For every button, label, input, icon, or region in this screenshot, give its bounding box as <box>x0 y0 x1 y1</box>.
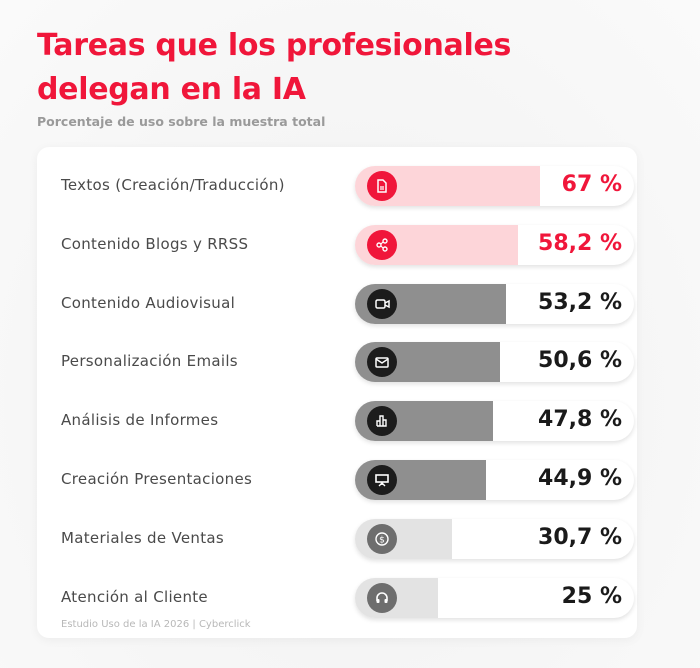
dollar-coin-icon: $ <box>367 523 397 554</box>
title-line-1: Tareas que los profesionales <box>37 28 512 63</box>
title-line-2: delegan en la IA <box>37 72 306 107</box>
presentation-icon <box>367 465 397 495</box>
bar-row: Materiales de Ventas $ 30,7 % <box>37 518 637 559</box>
value-label: 47,8 % <box>538 407 622 433</box>
bar-row: Personalización Emails 50,6 % <box>37 342 637 383</box>
bar-track: $ 30,7 % <box>355 518 634 559</box>
svg-text:$: $ <box>379 535 385 545</box>
bar-row: Atención al Cliente 25 % <box>37 577 637 618</box>
bar-row: Contenido Audiovisual 53,2 % <box>37 283 637 324</box>
headset-icon <box>367 582 397 613</box>
category-label: Contenido Blogs y RRSS <box>61 234 249 253</box>
bar-row: Contenido Blogs y RRSS 58,2 % <box>37 224 637 265</box>
category-label: Textos (Creación/Traducción) <box>61 176 285 194</box>
share-icon <box>367 229 397 260</box>
value-label: 25 % <box>561 583 622 609</box>
bar-chart-icon <box>367 406 397 437</box>
envelope-icon <box>367 347 397 378</box>
category-label: Creación Presentaciones <box>61 470 253 488</box>
bar-track: 44,9 % <box>355 460 634 500</box>
bar-track: 67 % <box>355 166 634 206</box>
bar-row: Creación Presentaciones 44,9 % <box>37 460 637 500</box>
category-label: Materiales de Ventas <box>61 528 224 547</box>
bar-track: 47,8 % <box>355 401 634 442</box>
bar-track: 58,2 % <box>355 224 634 265</box>
subtitle: Porcentaje de uso sobre la muestra total <box>37 114 326 129</box>
chart-card: Estudio Uso de la IA 2026 | Cyberclick T… <box>37 147 637 638</box>
bar-track: 25 % <box>355 577 634 618</box>
category-label: Contenido Audiovisual <box>61 293 236 312</box>
category-label: Atención al Cliente <box>61 587 208 606</box>
value-label: 30,7 % <box>538 524 622 550</box>
video-camera-icon <box>367 288 397 319</box>
value-label: 44,9 % <box>538 466 622 491</box>
footer-source: Estudio Uso de la IA 2026 | Cyberclick <box>61 619 251 630</box>
value-label: 67 % <box>561 172 622 197</box>
page-title: Tareas que los profesionales delegan en l… <box>37 24 511 112</box>
value-label: 50,6 % <box>538 348 622 374</box>
bar-track: 50,6 % <box>355 342 634 383</box>
bar-row: Análisis de Informes 47,8 % <box>37 401 637 442</box>
category-label: Análisis de Informes <box>61 411 219 430</box>
value-label: 53,2 % <box>538 289 622 315</box>
category-label: Personalización Emails <box>61 352 238 371</box>
bar-track: 53,2 % <box>355 283 634 324</box>
value-label: 58,2 % <box>538 230 622 256</box>
document-icon <box>367 171 397 201</box>
bar-row: Textos (Creación/Traducción) 67 % <box>37 166 637 206</box>
